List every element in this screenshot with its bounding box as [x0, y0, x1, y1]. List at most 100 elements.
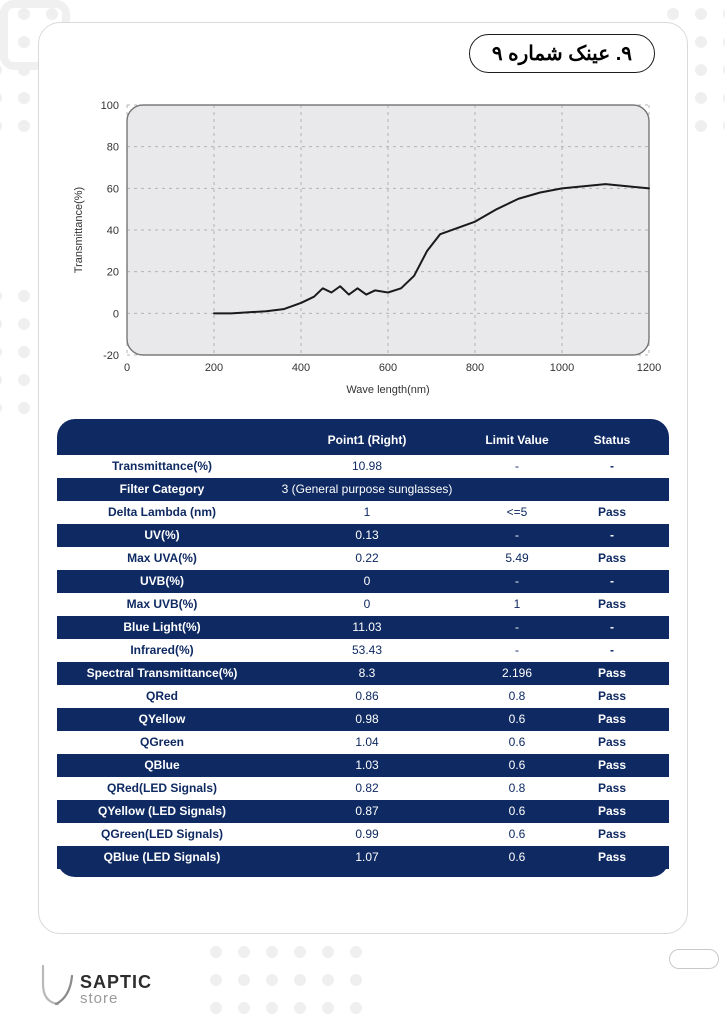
- svg-text:1000: 1000: [550, 362, 574, 374]
- row-status: Pass: [567, 823, 657, 846]
- svg-text:600: 600: [379, 362, 397, 374]
- row-limit: 2.196: [467, 662, 567, 685]
- row-limit: 0.8: [467, 777, 567, 800]
- row-limit: 0.6: [467, 731, 567, 754]
- row-point1: 0.98: [267, 708, 467, 731]
- row-status: Pass: [567, 846, 657, 869]
- row-status: Pass: [567, 708, 657, 731]
- row-point1: 0: [267, 593, 467, 616]
- table-row: QBlue (LED Signals)1.070.6Pass: [57, 846, 669, 869]
- svg-text:200: 200: [205, 362, 223, 374]
- table-row: Transmittance(%)10.98--: [57, 455, 669, 478]
- row-label: Filter Category: [57, 478, 267, 501]
- row-point1: 53.43: [267, 639, 467, 662]
- row-limit: 0.6: [467, 800, 567, 823]
- row-label: UVB(%): [57, 570, 267, 593]
- row-label: QBlue (LED Signals): [57, 846, 267, 869]
- table-row: Infrared(%)53.43--: [57, 639, 669, 662]
- row-status: -: [567, 616, 657, 639]
- table-row: Delta Lambda (nm)1<=5Pass: [57, 501, 669, 524]
- row-status: -: [567, 570, 657, 593]
- row-limit: 0.6: [467, 708, 567, 731]
- page-title-pill: ۹. عینک شماره ۹: [469, 34, 655, 73]
- row-status: Pass: [567, 547, 657, 570]
- row-label: QRed: [57, 685, 267, 708]
- row-status: -: [567, 455, 657, 478]
- row-label: QYellow (LED Signals): [57, 800, 267, 823]
- row-label: Blue Light(%): [57, 616, 267, 639]
- row-limit: 1: [467, 593, 567, 616]
- row-status: -: [567, 639, 657, 662]
- spec-table: Point1 (Right) Limit Value Status Transm…: [57, 419, 669, 877]
- svg-text:0: 0: [113, 308, 119, 320]
- table-row: QRed(LED Signals)0.820.8Pass: [57, 777, 669, 800]
- row-limit: 0.6: [467, 754, 567, 777]
- row-limit: 5.49: [467, 547, 567, 570]
- row-status: -: [567, 524, 657, 547]
- table-row: UV(%)0.13--: [57, 524, 669, 547]
- svg-text:Transmittance(%): Transmittance(%): [73, 187, 85, 273]
- svg-text:1200: 1200: [637, 362, 661, 374]
- row-point1: 1: [267, 501, 467, 524]
- row-limit: 0.8: [467, 685, 567, 708]
- svg-text:0: 0: [124, 362, 130, 374]
- brand-check-icon: [40, 964, 74, 1006]
- transmittance-chart: 020040060080010001200-20020406080100Wave…: [57, 91, 669, 401]
- table-row: QGreen1.040.6Pass: [57, 731, 669, 754]
- footer-pill: [669, 949, 719, 969]
- deco-dots-bottom: [210, 946, 362, 1014]
- row-status: Pass: [567, 593, 657, 616]
- svg-text:80: 80: [107, 142, 119, 154]
- row-label: UV(%): [57, 524, 267, 547]
- brand-bot: store: [80, 991, 152, 1006]
- row-point1: 8.3: [267, 662, 467, 685]
- svg-text:20: 20: [107, 267, 119, 279]
- table-row: QYellow (LED Signals)0.870.6Pass: [57, 800, 669, 823]
- table-row: Spectral Transmittance(%)8.32.196Pass: [57, 662, 669, 685]
- row-limit: -: [467, 639, 567, 662]
- row-label: QBlue: [57, 754, 267, 777]
- row-label: QGreen(LED Signals): [57, 823, 267, 846]
- footer-brand: SAPTIC store: [40, 964, 152, 1006]
- row-point1: 11.03: [267, 616, 467, 639]
- row-status: Pass: [567, 800, 657, 823]
- row-point1: 0.87: [267, 800, 467, 823]
- row-status: Pass: [567, 662, 657, 685]
- row-limit: -: [467, 524, 567, 547]
- table-row: QBlue1.030.6Pass: [57, 754, 669, 777]
- svg-text:Wave length(nm): Wave length(nm): [346, 384, 429, 396]
- row-point1: 0: [267, 570, 467, 593]
- brand-top: SAPTIC: [80, 973, 152, 991]
- row-label: Transmittance(%): [57, 455, 267, 478]
- svg-text:400: 400: [292, 362, 310, 374]
- row-label: Max UVA(%): [57, 547, 267, 570]
- row-point1: 10.98: [267, 455, 467, 478]
- table-row: Max UVA(%)0.225.49Pass: [57, 547, 669, 570]
- row-limit: -: [467, 570, 567, 593]
- row-label: Infrared(%): [57, 639, 267, 662]
- svg-text:800: 800: [466, 362, 484, 374]
- row-point1: 0.22: [267, 547, 467, 570]
- row-status: Pass: [567, 685, 657, 708]
- row-label: QGreen: [57, 731, 267, 754]
- table-header-row: Point1 (Right) Limit Value Status: [57, 429, 669, 455]
- row-point1: 0.99: [267, 823, 467, 846]
- th-point1: Point1 (Right): [267, 433, 467, 447]
- row-label: QRed(LED Signals): [57, 777, 267, 800]
- chart-svg: 020040060080010001200-20020406080100Wave…: [57, 91, 669, 401]
- table-row: UVB(%)0--: [57, 570, 669, 593]
- table-body: Transmittance(%)10.98--Filter Category3 …: [57, 455, 669, 869]
- svg-text:40: 40: [107, 225, 119, 237]
- row-limit: 0.6: [467, 846, 567, 869]
- table-row: Blue Light(%)11.03--: [57, 616, 669, 639]
- row-label: Spectral Transmittance(%): [57, 662, 267, 685]
- row-status: Pass: [567, 731, 657, 754]
- table-row: Filter Category3 (General purpose sungla…: [57, 478, 669, 501]
- row-label: Delta Lambda (nm): [57, 501, 267, 524]
- table-row: QYellow0.980.6Pass: [57, 708, 669, 731]
- table-row: QGreen(LED Signals)0.990.6Pass: [57, 823, 669, 846]
- svg-text:100: 100: [101, 100, 119, 112]
- brand-text: SAPTIC store: [80, 973, 152, 1006]
- row-label: Max UVB(%): [57, 593, 267, 616]
- row-limit: 0.6: [467, 823, 567, 846]
